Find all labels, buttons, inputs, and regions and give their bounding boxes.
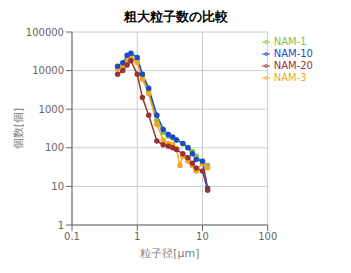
html-text:NAM-3: NAM-3 <box>273 72 307 83</box>
svg-text:1000: 1000 <box>39 104 64 115</box>
svg-text:100: 100 <box>45 142 64 153</box>
html-text:NAM-10: NAM-10 <box>273 48 313 59</box>
html-text:NAM-1: NAM-1 <box>273 36 307 47</box>
svg-text:10: 10 <box>196 231 209 242</box>
svg-text:10: 10 <box>51 181 64 192</box>
svg-text:1: 1 <box>134 231 140 242</box>
svg-text:0.1: 0.1 <box>64 231 80 242</box>
svg-text:粒子径[μm]: 粒子径[μm] <box>140 247 199 260</box>
svg-text:1: 1 <box>58 220 64 231</box>
html-text:NAM-20: NAM-20 <box>273 60 313 71</box>
svg-text:個数[個]: 個数[個] <box>12 108 25 150</box>
svg-text:100: 100 <box>258 231 277 242</box>
svg-text:100000: 100000 <box>26 27 64 38</box>
html-text:粗大粒子数の比較: 粗大粒子数の比較 <box>123 9 228 24</box>
svg-text:10000: 10000 <box>32 65 64 76</box>
